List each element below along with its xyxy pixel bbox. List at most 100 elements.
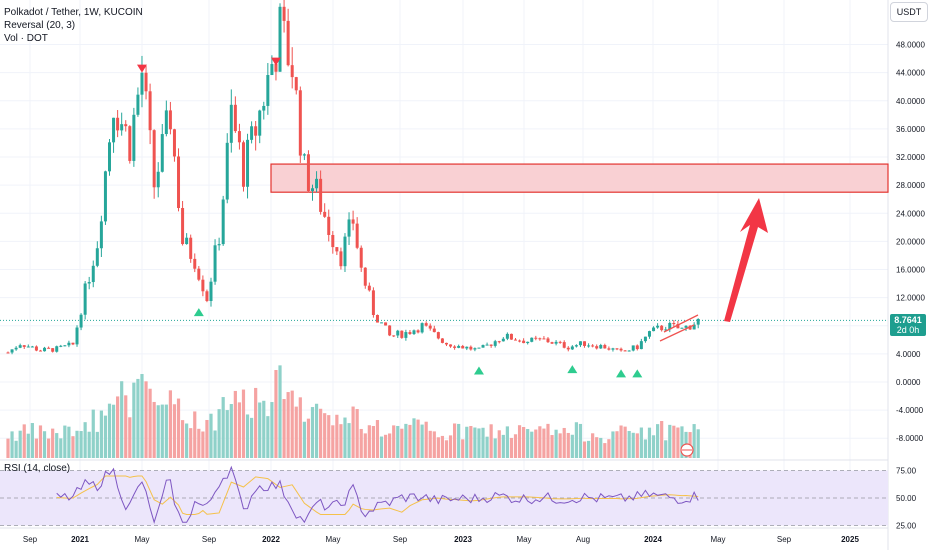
symbol-title[interactable]: Polkadot / Tether, 1W, KUCOIN	[4, 7, 143, 18]
candle-body	[615, 348, 619, 350]
candle-body	[327, 216, 331, 235]
candle-body	[237, 131, 241, 143]
price-tick-label: 36.0000	[896, 125, 925, 134]
candle-body	[461, 345, 465, 349]
volume-bar	[363, 433, 367, 458]
candle-body	[380, 322, 384, 324]
volume-bar	[237, 402, 242, 458]
volume-bar	[254, 387, 258, 458]
candle-body	[680, 327, 684, 329]
volume-bar	[558, 433, 562, 458]
candle-body	[79, 314, 83, 328]
currency-button[interactable]: USDT	[890, 2, 928, 22]
volume-bar	[270, 402, 274, 458]
volume-bar	[59, 438, 63, 458]
time-axis[interactable]: Sep 2021 May Sep 2022 May Sep 2023 May Aug 2024 May…	[23, 535, 860, 544]
price-tick-label: 48.0000	[896, 41, 925, 50]
candle-body	[250, 126, 254, 140]
price-axis[interactable]: 48.0000 44.0000 40.0000 36.0000 32.0000 28.00…	[896, 41, 925, 444]
candle-body	[599, 345, 603, 349]
time-tick-label: Sep	[777, 535, 792, 544]
volume-bar	[623, 426, 627, 458]
volume-bar	[128, 417, 132, 458]
volume-bar	[505, 426, 509, 458]
candle-body	[38, 350, 42, 352]
time-tick-label: Sep	[393, 535, 408, 544]
volume-bar	[160, 404, 164, 458]
candle-body	[140, 72, 144, 95]
candle-body	[574, 345, 578, 347]
candle-body	[400, 330, 404, 338]
volume-bar	[676, 427, 680, 458]
volume-bar	[6, 438, 10, 458]
volume-bar	[493, 438, 497, 458]
volume-bar	[103, 415, 108, 458]
volume-bar	[656, 424, 660, 458]
volume-bar	[351, 406, 355, 458]
volume-bar	[185, 423, 189, 458]
candle-body	[453, 346, 457, 348]
volume-bar	[367, 425, 371, 458]
volume-bar	[111, 404, 116, 458]
candle-body	[225, 142, 229, 200]
volume-bar	[469, 426, 473, 458]
volume-bar	[152, 401, 156, 458]
rsi-tick-label: 75.00	[896, 467, 917, 476]
volume-bar	[205, 419, 209, 458]
candle-body	[270, 64, 274, 76]
candle-body	[558, 341, 562, 343]
candle-body	[631, 345, 635, 351]
candle-body	[489, 344, 493, 346]
time-tick-label: May	[516, 535, 531, 544]
candle-body	[172, 129, 176, 157]
volume-bar	[47, 438, 51, 458]
candle-body	[331, 234, 335, 248]
candle-body	[83, 283, 87, 315]
candle-body	[554, 341, 558, 344]
rsi-tick-label: 25.00	[896, 522, 917, 531]
candle-body	[375, 314, 379, 323]
candle-body	[526, 341, 530, 344]
candle-body	[339, 251, 343, 267]
volume-bar	[116, 396, 120, 458]
rsi-label[interactable]: RSI (14, close)	[4, 463, 71, 474]
volume-bar	[172, 404, 177, 458]
candle-body	[315, 178, 319, 189]
volume-label[interactable]: Vol · DOT	[4, 33, 48, 44]
candle-body	[412, 330, 416, 335]
volume-bar	[95, 431, 99, 458]
volume-bar	[67, 426, 71, 458]
volume-bar	[481, 427, 485, 458]
candle-body	[627, 350, 631, 352]
volume-bar	[335, 414, 339, 458]
candle-body	[643, 336, 647, 342]
volume-bar	[432, 431, 436, 458]
volume-bar	[497, 430, 501, 458]
price-tick-label: 12.0000	[896, 294, 925, 303]
time-tick-label: May	[710, 535, 725, 544]
candle-body	[363, 267, 367, 286]
candle-body	[611, 348, 615, 350]
candle-body	[424, 323, 428, 326]
volume-bar	[201, 431, 205, 458]
volume-bar	[428, 430, 432, 458]
volume-bar	[71, 436, 75, 458]
indicator-label[interactable]: Reversal (20, 3)	[4, 20, 76, 31]
time-tick-label: 2023	[454, 535, 472, 544]
candle-body	[63, 345, 67, 347]
volume-bar	[404, 423, 408, 458]
candle-body	[120, 124, 124, 131]
volume-bar	[639, 427, 643, 458]
candle-body	[205, 291, 209, 301]
candle-body	[213, 245, 217, 282]
volume-bar	[696, 429, 700, 458]
volume-bar	[542, 428, 546, 458]
candle-body	[505, 333, 509, 339]
volume-bar	[477, 428, 481, 458]
candle-body	[562, 342, 566, 348]
volume-bar	[193, 411, 197, 458]
volume-bar	[424, 421, 428, 458]
candle-body	[534, 337, 538, 339]
volume-bar	[262, 400, 266, 458]
